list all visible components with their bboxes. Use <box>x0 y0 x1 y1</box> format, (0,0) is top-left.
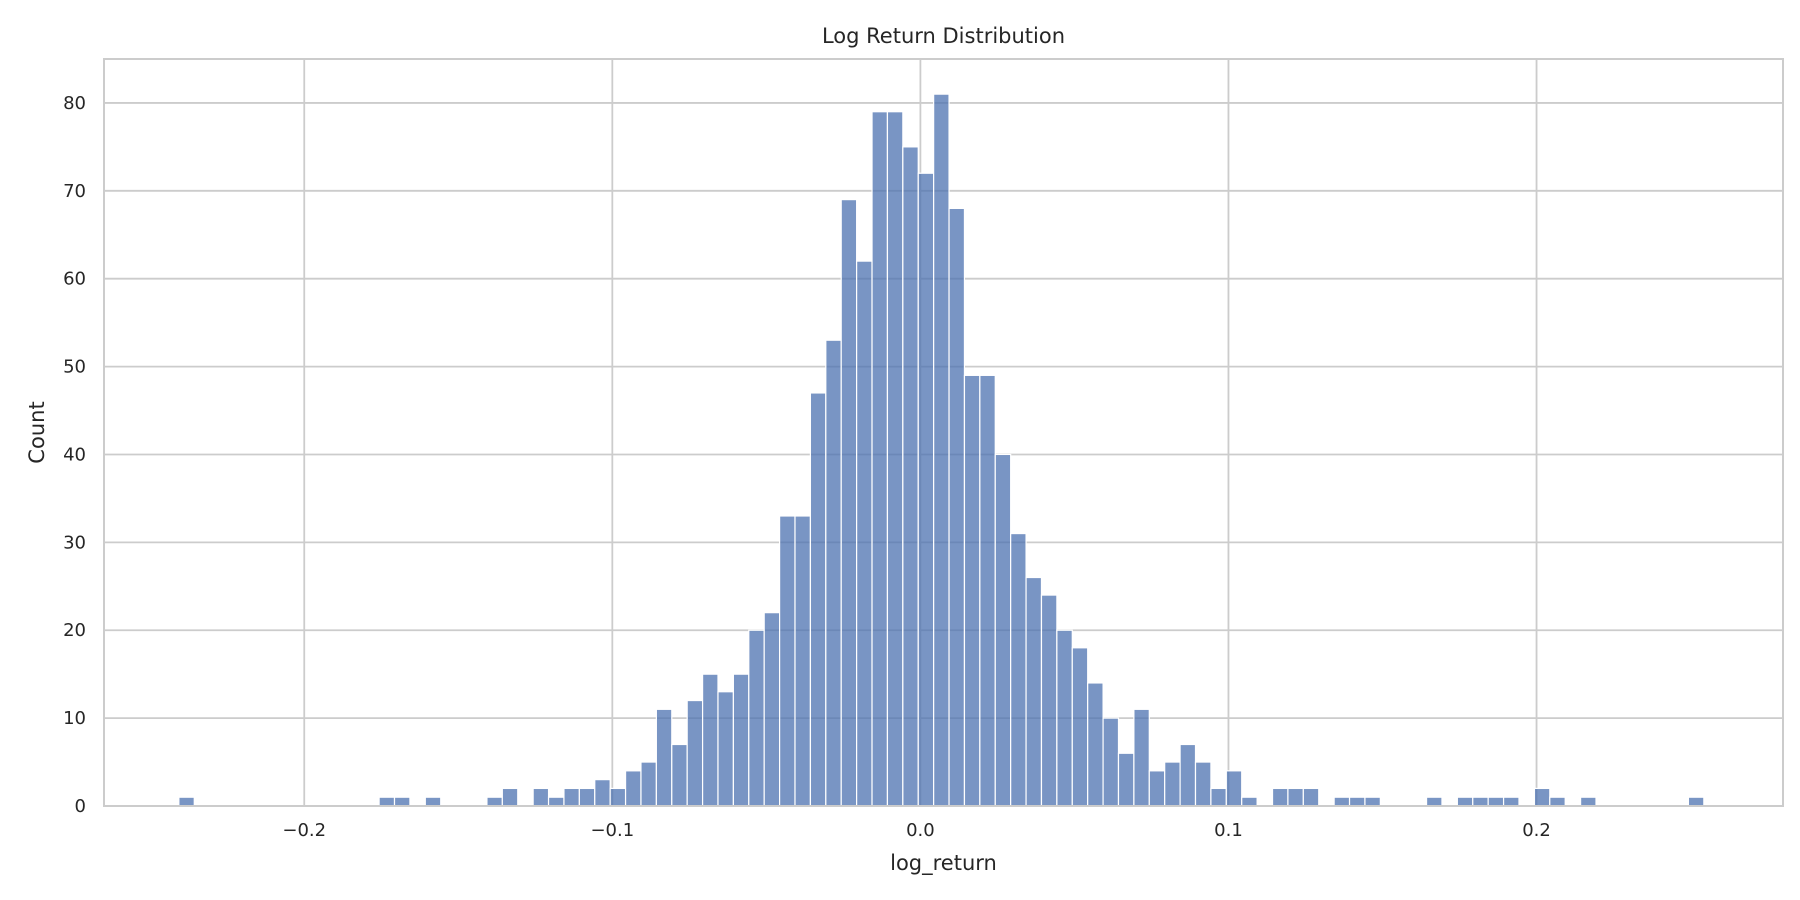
histogram-bar <box>809 392 827 807</box>
histogram-bar <box>624 770 642 807</box>
histogram-bar <box>840 199 858 807</box>
histogram-bar <box>902 146 919 807</box>
histogram-bar <box>1087 682 1104 807</box>
histogram-bar <box>1472 796 1489 807</box>
plot-frame <box>103 58 1784 807</box>
histogram-bar <box>856 260 873 807</box>
histogram-bar <box>1025 576 1043 807</box>
histogram-bar <box>748 629 765 807</box>
histogram-bar <box>1040 594 1058 807</box>
histogram-bar <box>948 207 966 807</box>
histogram-bar <box>1164 761 1181 807</box>
histogram-bar <box>1102 717 1120 807</box>
y-tick-label: 30 <box>63 532 86 553</box>
histogram-bar <box>1533 787 1551 807</box>
histogram-bar <box>717 691 734 807</box>
histogram-bar <box>886 111 904 807</box>
x-tick-label: −0.1 <box>590 820 634 841</box>
y-tick-label: 40 <box>63 444 86 465</box>
histogram-bar <box>532 787 550 807</box>
histogram-bar <box>378 796 396 807</box>
histogram-bar <box>994 453 1012 807</box>
x-tick-label: −0.2 <box>282 820 326 841</box>
histogram-bar <box>1056 629 1073 807</box>
histogram-bar <box>1071 647 1089 807</box>
histogram-bar <box>1210 787 1227 807</box>
histogram-bar <box>671 743 688 807</box>
histogram-bar <box>178 796 195 807</box>
histogram-bar <box>1687 796 1705 807</box>
histogram-bar <box>1148 770 1166 807</box>
histogram-bar <box>640 761 657 807</box>
histogram-bar <box>917 172 935 807</box>
histogram-bar <box>979 374 996 807</box>
histogram-bar <box>763 612 781 807</box>
histogram-bar <box>1579 796 1597 807</box>
histogram-bar <box>1194 761 1212 807</box>
histogram-bar <box>794 515 812 807</box>
y-tick-label: 10 <box>63 708 86 729</box>
histogram-bar <box>1271 787 1289 807</box>
histogram-bar <box>963 374 981 807</box>
histogram-bar <box>501 787 519 807</box>
chart-title: Log Return Distribution <box>822 24 1065 48</box>
histogram-bar <box>655 708 673 807</box>
histogram-bar <box>609 787 627 807</box>
histogram-bar <box>1302 787 1320 807</box>
x-tick-label: 0.0 <box>906 820 935 841</box>
histogram-bar <box>594 779 611 807</box>
histogram-bar <box>1133 708 1150 807</box>
histogram-bar <box>1502 796 1520 807</box>
histogram-bar <box>686 699 704 807</box>
x-tick-label: 0.2 <box>1522 820 1551 841</box>
histogram-bar <box>825 339 842 807</box>
histogram-bar <box>1348 796 1366 807</box>
histogram-bar <box>1333 796 1351 807</box>
histogram-bar <box>1425 796 1443 807</box>
histogram-bar <box>1010 532 1027 807</box>
y-tick-labels: 0 10 20 30 40 50 60 70 80 <box>63 93 86 817</box>
y-tick-label: 60 <box>63 269 86 290</box>
histogram-bar <box>1225 770 1243 807</box>
histogram-bar <box>871 111 889 807</box>
histogram-bar <box>1179 743 1197 807</box>
histogram-bar <box>1549 796 1566 807</box>
histogram-bar <box>1117 752 1135 807</box>
y-tick-label: 0 <box>75 796 86 817</box>
histogram-bar <box>732 673 750 807</box>
histogram-bar <box>1364 796 1381 807</box>
y-tick-label: 20 <box>63 620 86 641</box>
y-tick-label: 80 <box>63 93 86 114</box>
histogram-bar <box>486 796 503 807</box>
histogram-bar <box>424 796 442 807</box>
x-tick-label: 0.1 <box>1214 820 1243 841</box>
y-axis-label: Count <box>25 401 49 463</box>
histogram-bar <box>1456 796 1474 807</box>
histogram-bar <box>933 93 950 807</box>
histogram-bar <box>563 787 580 807</box>
histogram-bar <box>393 796 411 807</box>
x-axis-label: log_return <box>890 851 997 876</box>
y-tick-label: 50 <box>63 357 86 378</box>
histogram-bar <box>1287 787 1304 807</box>
x-tick-labels: −0.2 −0.1 0.0 0.1 0.2 <box>282 820 1550 841</box>
histogram-bar <box>547 796 565 807</box>
histogram-bar <box>779 515 796 807</box>
y-tick-label: 70 <box>63 181 86 202</box>
histogram-bar <box>578 787 596 807</box>
histogram-bar <box>1487 796 1505 807</box>
histogram-bar <box>1241 796 1258 807</box>
histogram-bar <box>701 673 719 807</box>
